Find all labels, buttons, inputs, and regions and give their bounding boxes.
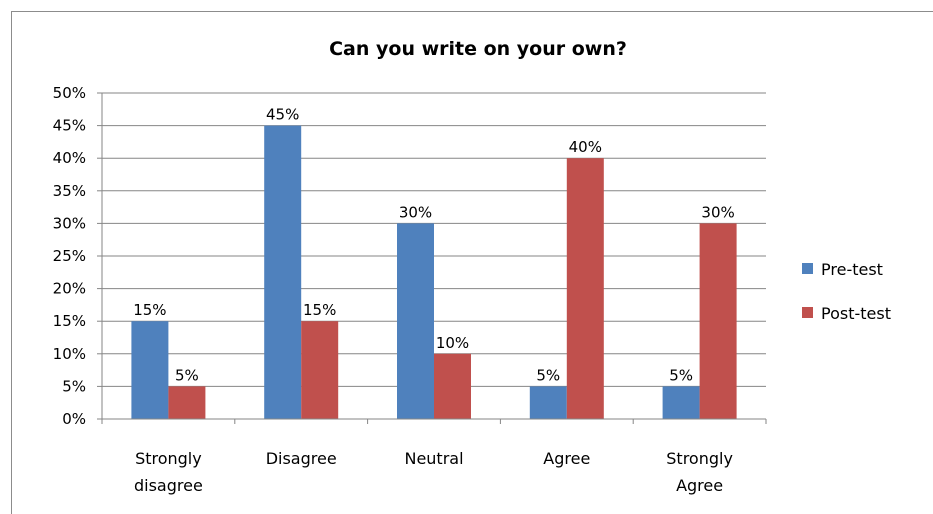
data-label: 5%	[669, 366, 693, 384]
y-tick-label: 5%	[62, 377, 86, 395]
y-tick-label: 45%	[53, 117, 86, 135]
y-tick-label: 15%	[53, 312, 86, 330]
bar-post-test	[301, 321, 339, 419]
data-label: 10%	[436, 334, 469, 352]
bar-pre-test	[662, 386, 700, 419]
bar-pre-test	[131, 321, 169, 419]
y-tick-label: 25%	[53, 247, 86, 265]
bar-post-test	[168, 386, 206, 419]
data-label: 40%	[569, 138, 602, 156]
data-labels: 15% 5% 45% 15% 30% 10% 5% 40% 5% 30%	[133, 106, 735, 385]
data-label: 15%	[303, 301, 336, 319]
legend-label: Post-test	[821, 304, 891, 323]
data-label: 15%	[133, 301, 166, 319]
bar-post-test	[434, 353, 471, 419]
x-axis: Strongly disagree Disagree Neutral Agree Stro…	[101, 418, 767, 495]
y-tick-label: 35%	[53, 182, 86, 200]
chart-frame	[11, 11, 933, 514]
legend-swatch	[802, 263, 813, 274]
y-tick-label: 20%	[53, 280, 86, 298]
bar-post-test	[566, 158, 604, 419]
y-tick-label: 10%	[53, 345, 86, 363]
data-label: 30%	[399, 203, 432, 221]
legend-swatch	[802, 307, 813, 318]
data-label: 5%	[175, 366, 199, 384]
x-tick-label: Disagree	[266, 449, 337, 468]
legend-label: Pre-test	[821, 260, 883, 279]
data-label: 5%	[536, 366, 560, 384]
bar-pre-test	[264, 125, 302, 419]
legend: Pre-test Post-test	[802, 260, 891, 323]
data-label: 45%	[266, 106, 299, 124]
x-tick-label: Neutral	[404, 449, 463, 468]
y-tick-label: 40%	[53, 149, 86, 167]
x-tick-label: Strongly disagree	[134, 449, 203, 495]
bar-pre-test	[529, 386, 567, 419]
y-tick-label: 0%	[62, 410, 86, 428]
bars	[131, 125, 737, 419]
y-axis: 0% 5% 10% 15% 20% 25% 30% 35% 40% 45% 50%	[53, 84, 103, 428]
x-tick-label: Strongly Agree	[666, 449, 733, 495]
data-label: 30%	[701, 203, 734, 221]
bar-pre-test	[397, 223, 434, 419]
y-tick-label: 50%	[53, 84, 86, 102]
y-tick-label: 30%	[53, 214, 86, 232]
bar-post-test	[699, 223, 737, 419]
x-tick-label: Agree	[543, 449, 590, 468]
chart-title: Can you write on your own?	[329, 38, 627, 60]
